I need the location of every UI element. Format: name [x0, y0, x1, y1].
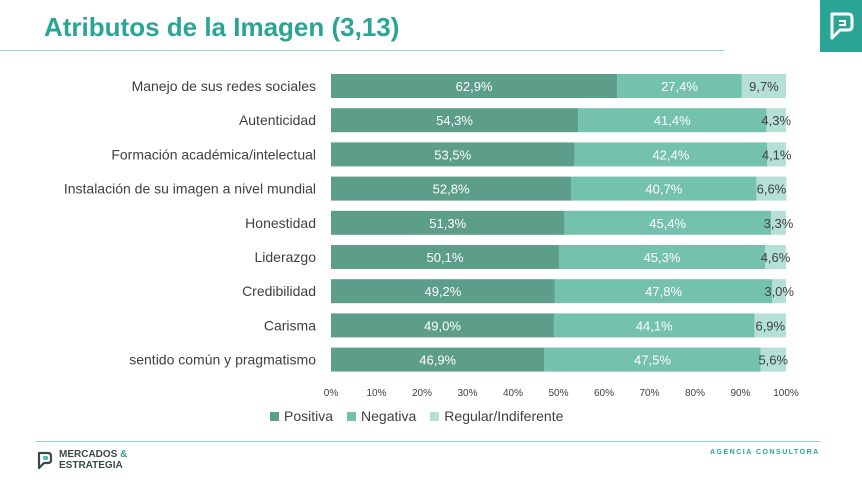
category-label: Credibilidad	[242, 283, 316, 299]
brand-mark-icon	[37, 451, 53, 470]
logo-icon	[830, 12, 854, 40]
data-label: 41,4%	[654, 113, 691, 128]
legend-item-negativa: Negativa	[347, 408, 416, 424]
x-tick-label: 60%	[594, 388, 614, 399]
data-label: 27,4%	[661, 79, 698, 94]
bar-segment	[741, 74, 786, 98]
category-label: Manejo de sus redes sociales	[132, 78, 316, 94]
x-tick-label: 10%	[366, 388, 386, 399]
bar-segment	[578, 108, 767, 133]
data-label: 46,9%	[419, 353, 456, 368]
bar-segment	[331, 142, 575, 167]
category-label: sentido común y pragmatismo	[129, 352, 316, 368]
brand-amp: &	[120, 449, 128, 460]
bar-segment	[754, 313, 786, 338]
x-tick-label: 90%	[730, 388, 750, 399]
data-label: 50,1%	[427, 250, 464, 265]
x-tick-label: 80%	[685, 388, 705, 399]
bar-segment	[331, 210, 565, 235]
x-tick-label: 30%	[457, 388, 477, 399]
data-label: 53,5%	[434, 147, 471, 162]
data-label: 52,8%	[433, 182, 470, 197]
stacked-bar-chart: Manejo de sus redes sociales 62,9% 27,4% 9,…	[64, 74, 799, 399]
data-label: 44,1%	[636, 318, 673, 333]
bar-segment	[770, 210, 786, 235]
bar-segment	[760, 347, 786, 372]
bar-segment	[765, 245, 786, 269]
bar-segment	[558, 245, 766, 269]
title-divider	[0, 50, 724, 51]
chart-legend: Positiva Negativa Regular/Indiferente	[270, 408, 563, 424]
data-label: 9,7%	[749, 79, 779, 94]
data-label: 4,3%	[761, 113, 791, 128]
x-tick-label: 40%	[503, 388, 523, 399]
legend-item-positiva: Positiva	[270, 408, 333, 424]
bar-segment	[767, 142, 786, 167]
data-label: 3,3%	[764, 216, 794, 231]
data-label: 6,9%	[755, 318, 785, 333]
brand-line2: ESTRATEGIA	[59, 460, 123, 471]
data-label: 3,0%	[764, 284, 794, 299]
legend-label-negativa: Negativa	[361, 408, 417, 424]
legend-swatch-regular	[430, 411, 440, 421]
data-label: 49,2%	[424, 284, 461, 299]
bar-segment	[553, 313, 755, 338]
x-tick-label: 100%	[773, 388, 799, 399]
data-label: 49,0%	[424, 318, 461, 333]
bar-segment	[331, 279, 555, 304]
x-tick-label: 70%	[639, 388, 659, 399]
bar-segment	[554, 279, 773, 304]
data-label: 51,3%	[429, 216, 466, 231]
bar-segment	[564, 210, 771, 235]
category-label: Liderazgo	[255, 249, 317, 265]
x-tick-label: 20%	[412, 388, 432, 399]
data-label: 6,6%	[757, 182, 787, 197]
bar-segment	[574, 142, 768, 167]
legend-label-positiva: Positiva	[284, 408, 334, 424]
agency-tagline: AGENCIA CONSULTORA	[710, 449, 820, 456]
data-label: 62,9%	[456, 79, 493, 94]
bar-segment	[544, 347, 761, 372]
data-label: 47,5%	[634, 353, 671, 368]
legend-swatch-negativa	[347, 411, 357, 421]
bar-segment	[617, 74, 742, 98]
legend-swatch-positiva	[270, 411, 279, 421]
category-label: Carisma	[264, 317, 316, 333]
legend-item-regular: Regular/Indiferente	[430, 408, 563, 424]
legend-label-regular: Regular/Indiferente	[444, 408, 564, 424]
data-label: 45,4%	[649, 216, 686, 231]
data-label: 4,1%	[762, 147, 792, 162]
bar-segment	[772, 279, 786, 304]
data-label: 54,3%	[436, 113, 473, 128]
bar-segment	[331, 313, 554, 338]
category-label: Instalación de su imagen a nivel mundial	[64, 181, 316, 197]
data-label: 5,6%	[758, 353, 788, 368]
bar-segment	[766, 108, 786, 133]
corner-logo	[820, 0, 862, 52]
bar-segment	[571, 176, 757, 201]
bar-segment	[331, 108, 579, 133]
bar-segment	[756, 176, 787, 201]
brand-logo: MERCADOS & ESTRATEGIA	[37, 449, 127, 471]
bar-segment	[331, 347, 545, 372]
bar-segment	[331, 74, 618, 98]
bar-segment	[331, 176, 572, 201]
data-label: 4,6%	[761, 250, 791, 265]
footer-divider	[36, 441, 820, 442]
brand-name: MERCADOS & ESTRATEGIA	[59, 449, 127, 471]
data-label: 47,8%	[645, 284, 682, 299]
page-title: Atributos de la Imagen (3,13)	[44, 12, 400, 42]
category-label: Formación académica/intelectual	[111, 146, 316, 162]
brand-line1: MERCADOS	[59, 449, 118, 460]
data-label: 42,4%	[652, 147, 689, 162]
data-label: 45,3%	[644, 250, 681, 265]
bar-segment	[331, 245, 559, 269]
data-label: 40,7%	[645, 182, 682, 197]
category-label: Honestidad	[245, 215, 316, 231]
x-tick-label: 50%	[548, 388, 568, 399]
category-label: Autenticidad	[239, 112, 316, 128]
x-tick-label: 0%	[324, 388, 339, 399]
